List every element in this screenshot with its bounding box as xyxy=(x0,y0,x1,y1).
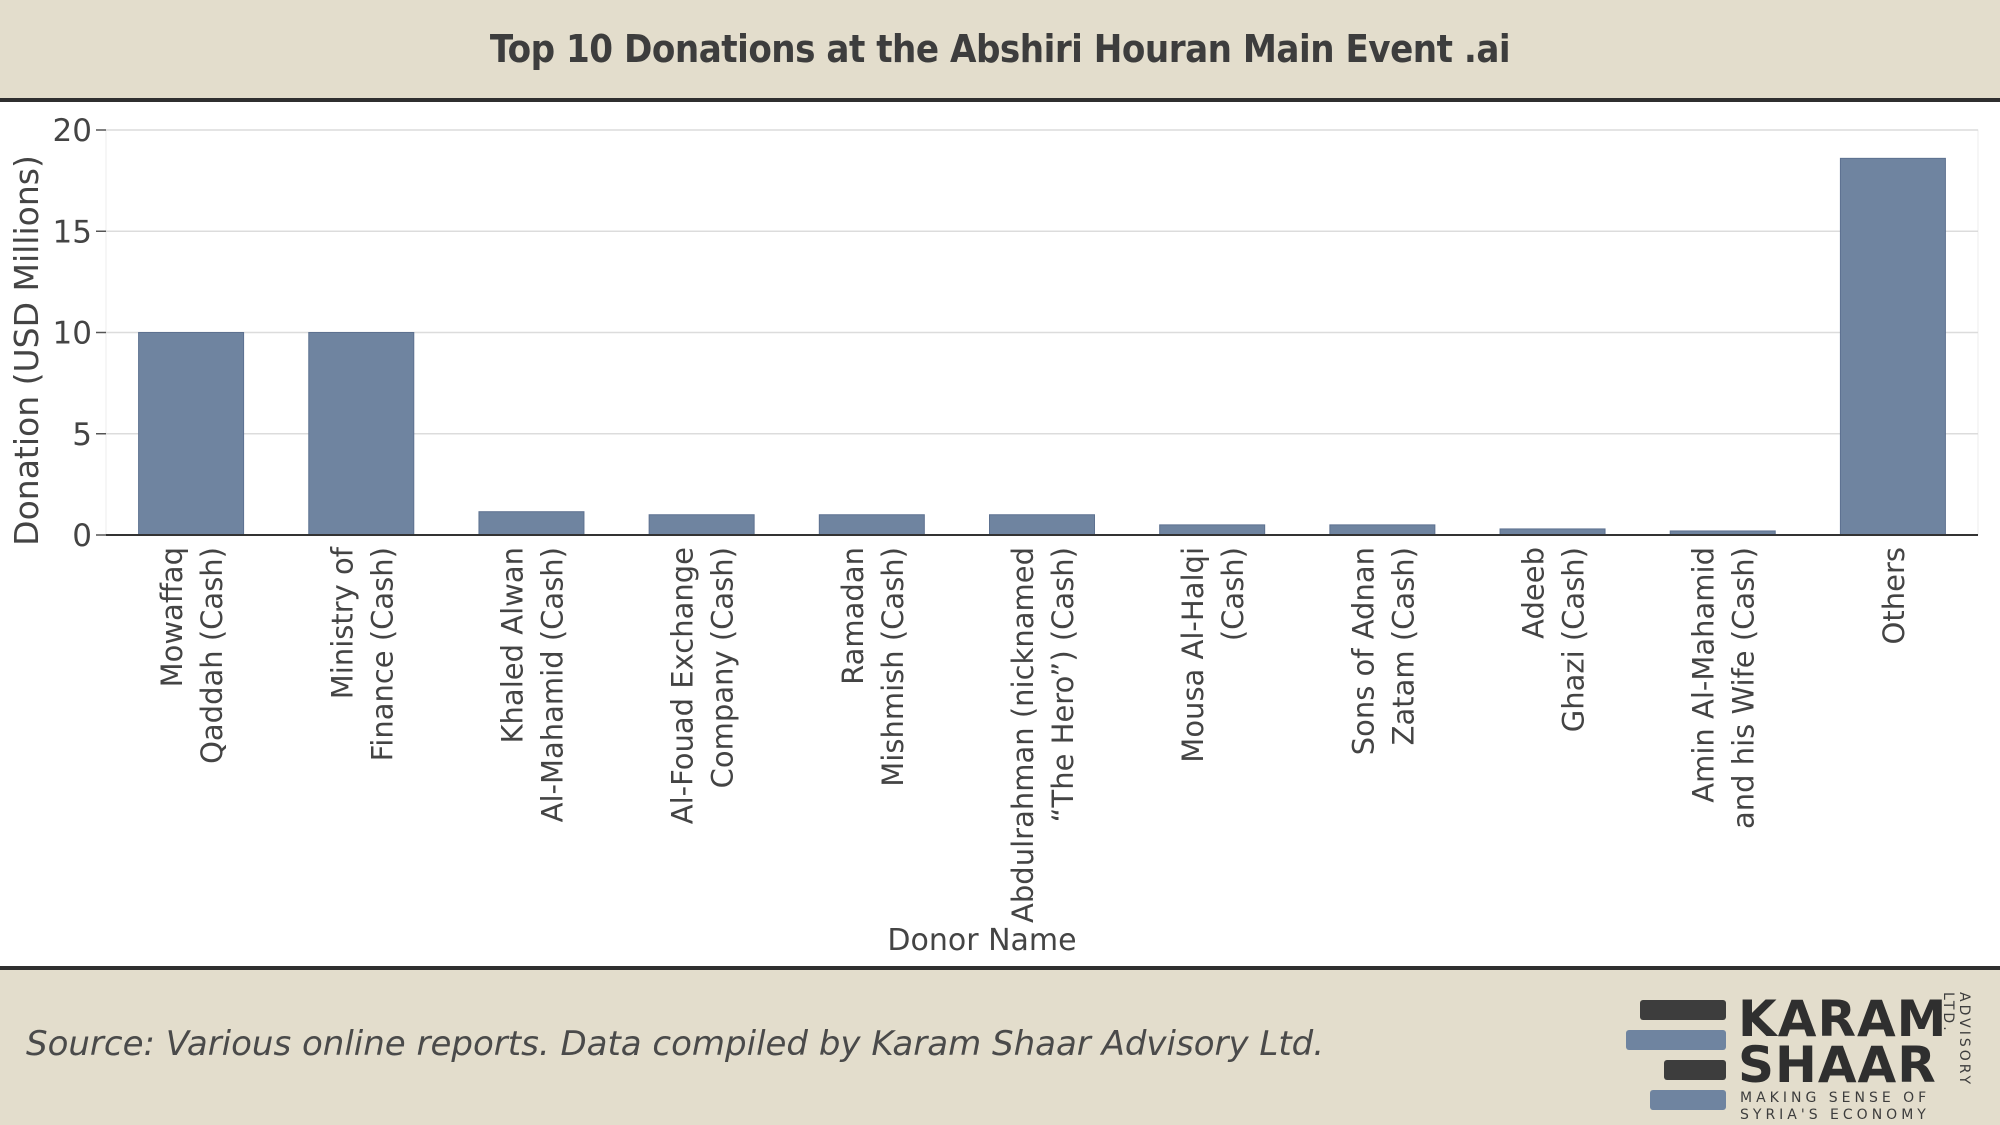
logo-bar xyxy=(1664,1060,1726,1080)
y-tick-label: 0 xyxy=(72,518,92,554)
x-tick-label: Mishmish (Cash) xyxy=(876,547,910,787)
logo-tagline-1: MAKING SENSE OF xyxy=(1740,1090,1931,1106)
x-tick-label: Sons of Adnan xyxy=(1346,547,1380,755)
x-tick-label: Qaddah (Cash) xyxy=(195,547,229,764)
bar xyxy=(1159,524,1266,536)
x-tick-label: Others xyxy=(1877,547,1911,644)
chart-header: Top 10 Donations at the Abshiri Houran M… xyxy=(0,0,2000,102)
chart-area: 0 5 10 15 20 Donation (USD Millions) Mowaffaq Q… xyxy=(0,102,2000,966)
logo-bar xyxy=(1640,1000,1726,1020)
bar xyxy=(989,514,1095,536)
chart-title: Top 10 Donations at the Abshiri Houran M… xyxy=(489,27,1511,71)
bar xyxy=(478,511,585,536)
x-axis-title: Donor Name xyxy=(887,923,1076,958)
logo-word-karam: KARAM xyxy=(1738,990,1948,1048)
x-tick-label: Mowaffaq xyxy=(155,547,189,687)
bar xyxy=(1329,524,1436,536)
source-note: Source: Various online reports. Data com… xyxy=(26,1024,1325,1064)
logo-bar xyxy=(1650,1090,1726,1110)
company-logo: KARAM SHAAR MAKING SENSE OF SYRIA'S ECON… xyxy=(1620,990,1980,1125)
y-tick-label: 10 xyxy=(53,316,92,352)
y-tick-label: 20 xyxy=(53,113,92,149)
x-tick-label: Al-Fouad Exchange xyxy=(666,547,700,824)
bar xyxy=(648,514,755,536)
bar xyxy=(818,514,925,536)
x-tick-label: Amin Al-Mahamid xyxy=(1687,547,1721,803)
x-tick-label: and his Wife (Cash) xyxy=(1727,547,1761,829)
x-tick-label: Ramadan xyxy=(836,547,870,685)
bar xyxy=(1839,157,1946,536)
x-tick-label: Ministry of xyxy=(325,546,359,699)
x-tick-label: Finance (Cash) xyxy=(365,547,399,761)
y-tick-label: 15 xyxy=(53,214,92,250)
x-tick-label: Al-Mahamid (Cash) xyxy=(535,547,569,822)
logo-tagline-2: SYRIA'S ECONOMY xyxy=(1740,1107,1930,1123)
y-axis-title: Donation (USD Millions) xyxy=(7,155,46,546)
x-tick-label: Zatam (Cash) xyxy=(1386,547,1420,745)
x-tick-label: Mousa Al-Halqi xyxy=(1176,547,1210,763)
logo-word-shaar: SHAAR xyxy=(1738,1036,1937,1094)
footer: Source: Various online reports. Data com… xyxy=(0,966,2000,1125)
bar xyxy=(308,332,415,536)
x-tick-label: “The Hero”) (Cash) xyxy=(1046,547,1080,823)
x-tick-label: Adeeb xyxy=(1517,547,1551,639)
x-tick-label: Company (Cash) xyxy=(706,547,740,788)
y-tick-label: 5 xyxy=(72,417,92,453)
x-tick-label: Abdulrahman (nicknamed xyxy=(1006,547,1040,923)
x-tick-label: Ghazi (Cash) xyxy=(1557,547,1591,732)
x-tick-label: (Cash) xyxy=(1216,547,1250,641)
bar xyxy=(138,332,245,536)
logo-bar xyxy=(1626,1030,1726,1050)
logo-vertical-text: ADVISORY LTD. xyxy=(1940,992,1972,1088)
x-tick-label: Khaled Alwan xyxy=(495,547,529,743)
